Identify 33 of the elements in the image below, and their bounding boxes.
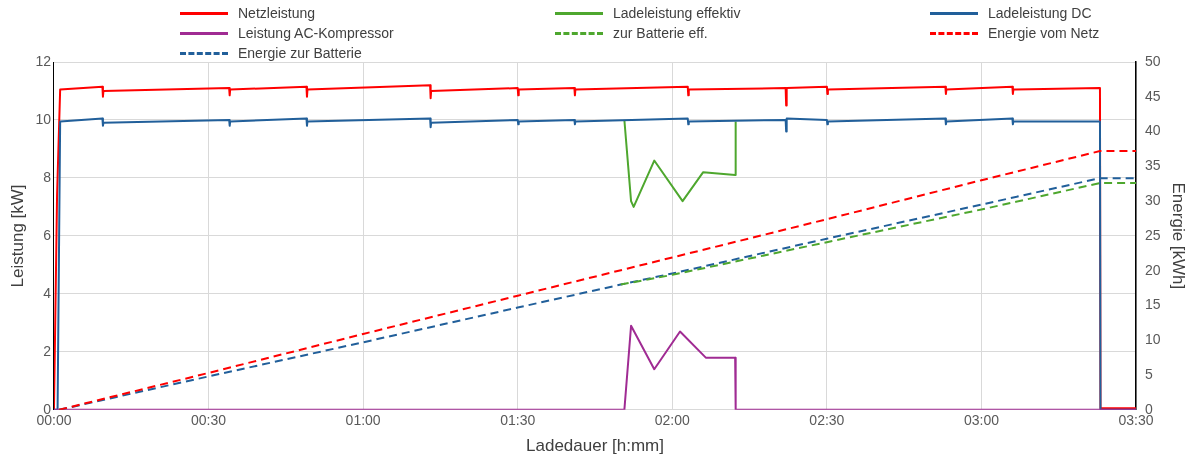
y2-tick-label: 45 [1145,87,1161,104]
x-tick-label: 01:00 [345,412,381,429]
x-tick-label: 02:00 [654,412,691,429]
y2-tick-label: 5 [1145,365,1154,382]
line-series [619,182,1137,286]
y2-tick-label: 30 [1145,191,1161,208]
x-tick-label: 03:00 [963,412,1000,429]
legend-label: Leistung AC-Kompressor [238,25,394,41]
x-tick-label: 02:30 [809,412,845,429]
x-tick-label: 00:30 [191,412,227,429]
legend-label: Ladeleistung effektiv [613,5,741,21]
y2-tick-label: 25 [1145,226,1161,243]
y-tick-label: 2 [43,342,52,359]
legend-label: Netzleistung [238,5,316,21]
y-tick-label: 6 [43,226,52,243]
x-tick-label: 01:30 [500,412,536,429]
y-tick-label: 10 [35,110,52,127]
y2-tick-label: 35 [1145,157,1161,174]
y-tick-label: 8 [43,168,52,185]
y2-tick-label: 40 [1145,122,1161,139]
y-axis-title: Leistung [kW] [7,184,27,288]
y2-tick-label: 20 [1145,261,1161,278]
y2-tick-label: 50 [1145,52,1161,69]
y2-tick-label: 10 [1145,331,1161,348]
legend-label: Energie zur Batterie [238,45,362,61]
x-axis-title: Ladedauer [h:mm] [526,436,664,456]
y2-axis-title: Energie [kWh] [1169,182,1189,290]
y2-tick-label: 15 [1145,296,1161,313]
legend-label: Ladeleistung DC [988,5,1092,21]
y-tick-label: 12 [35,52,52,69]
legend-label: zur Batterie eff. [613,25,708,41]
y-tick-label: 4 [43,284,52,301]
legend-label: Energie vom Netz [988,25,1100,41]
